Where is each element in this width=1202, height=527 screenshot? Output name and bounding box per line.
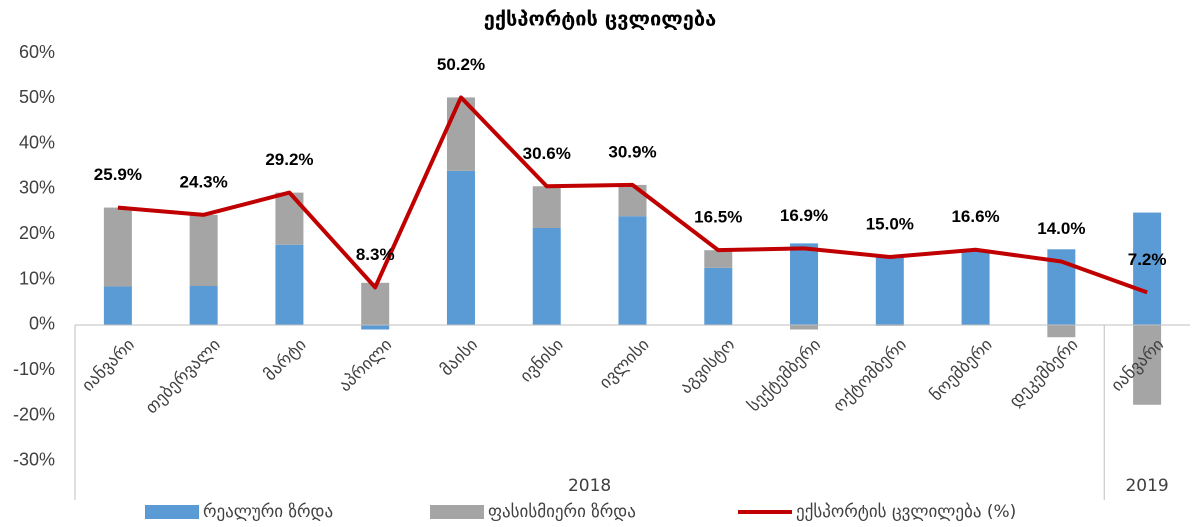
legend-label: რეალური ზრდა (203, 502, 333, 522)
y-tick-label: 10% (19, 268, 55, 288)
data-label: 16.5% (694, 208, 742, 227)
x-tick-label: აგვისტო (676, 335, 739, 398)
bar (790, 324, 819, 330)
data-label: 7.2% (1128, 250, 1167, 269)
bar (875, 256, 904, 325)
bar (275, 244, 304, 325)
legend-label: ექსპორტის ცვლილება (%) (796, 502, 1016, 522)
group-label: 2019 (1125, 476, 1168, 496)
data-label: 16.6% (951, 207, 999, 226)
data-label: 30.6% (523, 144, 571, 163)
x-tick-label: აპრილი (335, 335, 396, 396)
y-tick-label: 0% (29, 314, 55, 334)
bar (704, 250, 733, 268)
legend-label: ფასისმიერი ზრდა (488, 502, 636, 522)
bar (532, 227, 561, 325)
line-series (117, 95, 1148, 295)
x-tick-label: მაისი (437, 335, 482, 380)
group-label: 2018 (568, 476, 611, 496)
bar (704, 267, 733, 325)
y-tick-label: -30% (13, 450, 55, 470)
bar (532, 186, 561, 228)
data-label: 14.0% (1037, 219, 1085, 238)
x-tick-label: მარტი (260, 335, 310, 385)
bar (103, 286, 132, 325)
y-tick-label: 20% (19, 223, 55, 243)
bar (790, 243, 819, 325)
data-label: 15.0% (866, 214, 914, 233)
bar (103, 207, 132, 287)
data-label: 25.9% (94, 165, 142, 184)
data-label: 24.3% (180, 172, 228, 191)
bar (618, 184, 647, 217)
x-tick-label: იანვარი (78, 335, 139, 396)
x-tick-label: ოქტომბერი (829, 335, 910, 416)
bar (961, 250, 990, 325)
y-tick-label: 60% (19, 42, 55, 62)
y-tick-label: 30% (19, 178, 55, 198)
bar (189, 214, 218, 286)
bar (361, 282, 390, 325)
data-label: 8.3% (356, 245, 395, 264)
bar (361, 324, 390, 330)
legend-swatch (430, 505, 484, 519)
bar (275, 192, 304, 245)
x-tick-label: ივნისი (516, 335, 568, 387)
data-label: 30.9% (608, 142, 656, 161)
bar (1047, 324, 1076, 338)
bar (189, 285, 218, 325)
legend-swatch (145, 505, 199, 519)
chart-title: ექსპორტის ცვლილება (484, 7, 716, 31)
y-tick-label: -20% (13, 404, 55, 424)
bar (1133, 324, 1162, 405)
y-tick-label: -10% (13, 359, 55, 379)
data-label: 16.9% (780, 206, 828, 225)
x-tick-label: თებერვალი (142, 335, 225, 418)
x-tick-label: ივლისი (596, 335, 654, 393)
y-tick-label: 50% (19, 87, 55, 107)
x-tick-label: დეკემბერი (1006, 335, 1083, 412)
data-label: 29.2% (265, 150, 313, 169)
x-tick-label: ნოემბერი (926, 335, 996, 405)
y-tick-label: 40% (19, 132, 55, 152)
bar (618, 216, 647, 325)
data-label: 50.2% (437, 55, 485, 74)
bar (446, 170, 475, 325)
x-tick-label: სექტემბერი (744, 335, 825, 416)
bar (1133, 212, 1162, 325)
